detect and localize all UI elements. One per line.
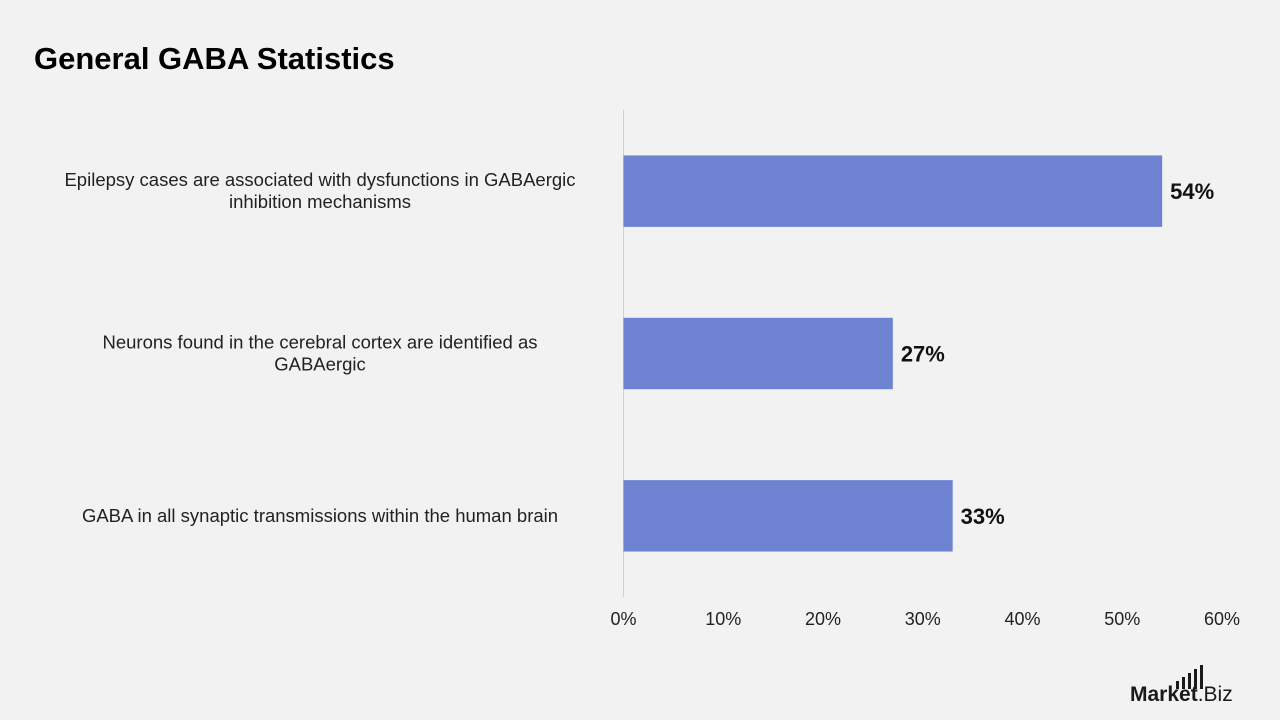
category-label-line: GABAergic [274,354,366,375]
bars-group [623,155,1163,552]
svg-text:Market.Biz: Market.Biz [1130,683,1233,706]
x-tick-label: 20% [805,609,841,629]
bar-2 [623,317,893,390]
category-label-line: inhibition mechanisms [229,191,411,212]
category-labels: Epilepsy cases are associated with dysfu… [64,169,575,526]
x-axis-ticks: 0% 10% 20% 30% 40% 50% 60% [610,609,1240,629]
x-tick-label: 60% [1204,609,1240,629]
data-label-1: 54% [1170,179,1214,204]
category-label-line: GABA in all synaptic transmissions withi… [82,505,558,526]
category-label-line: Epilepsy cases are associated with dysfu… [64,169,575,190]
x-tick-label: 40% [1004,609,1040,629]
bar-chart-icon [1176,665,1203,689]
brand-suffix: .Biz [1198,683,1233,706]
brand-name: Market [1130,683,1198,706]
x-tick-label: 30% [905,609,941,629]
category-label-2: Neurons found in the cerebral cortex are… [102,332,537,375]
x-tick-label: 0% [610,609,636,629]
category-label-line: Neurons found in the cerebral cortex are… [102,332,537,353]
x-tick-label: 10% [705,609,741,629]
category-label-1: Epilepsy cases are associated with dysfu… [64,169,575,212]
bar-1 [623,155,1163,227]
bar-3 [623,480,953,552]
chart-title: General GABA Statistics [34,41,395,76]
data-labels: 54% 27% 33% [901,179,1214,529]
data-label-3: 33% [961,504,1005,529]
brand-logo: Market.Biz [1130,665,1233,706]
x-tick-label: 50% [1104,609,1140,629]
data-label-2: 27% [901,342,945,367]
category-label-3: GABA in all synaptic transmissions withi… [82,505,558,526]
